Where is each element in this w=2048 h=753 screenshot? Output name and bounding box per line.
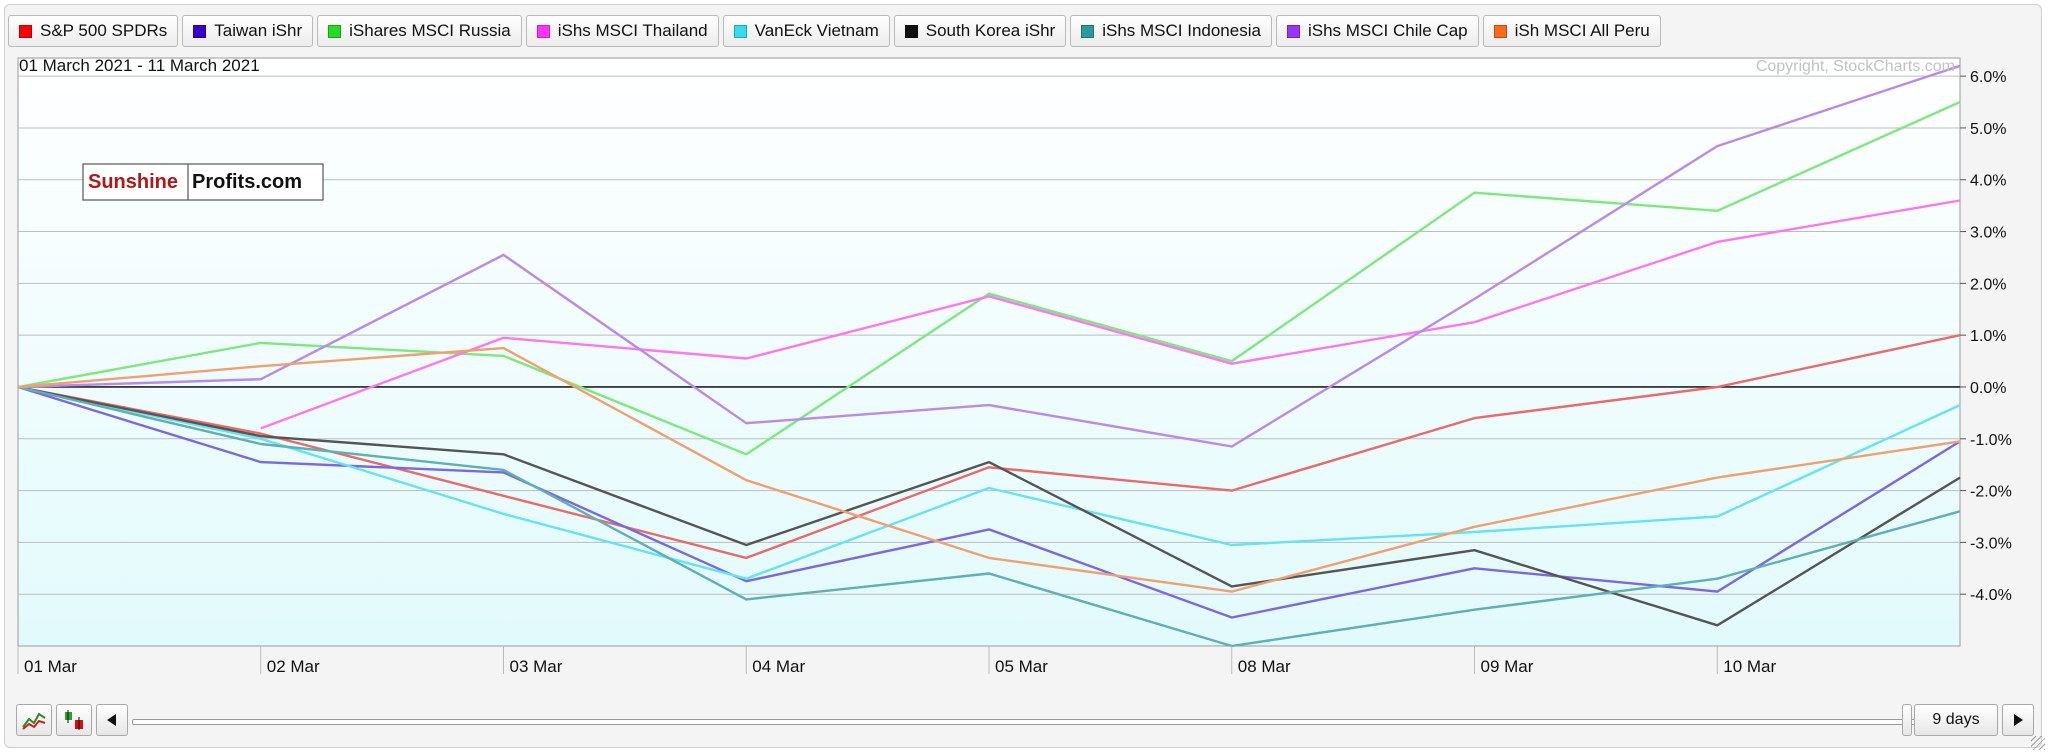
line-chart-icon <box>22 712 46 730</box>
legend-item[interactable]: iShs MSCI Chile Cap <box>1275 15 1479 47</box>
series-line <box>17 100 1961 456</box>
y-tick-label: -3.0% <box>1970 535 2012 552</box>
legend-swatch <box>1493 24 1507 38</box>
legend-item[interactable]: Taiwan iShr <box>182 15 314 47</box>
period-label: 9 days <box>1932 711 1980 728</box>
legend-label: iShs MSCI Thailand <box>557 21 708 40</box>
y-tick-label: 5.0% <box>1970 121 2006 138</box>
legend: S&P 500 SPDRs Taiwan iShr iShares MSCI Rus… <box>8 14 1661 48</box>
watermark-part2: Profits.com <box>192 171 302 193</box>
series-layer <box>17 64 1961 648</box>
legend-label: iShares MSCI Russia <box>349 21 511 40</box>
y-tick-label: -2.0% <box>1970 484 2012 501</box>
y-tick-label: 0.0% <box>1970 380 2006 397</box>
x-tick-layer: 01 Mar 02 Mar 03 Mar 04 Mar 05 Mar 08 Mar 09 M… <box>17 646 1776 676</box>
legend-item[interactable]: South Korea iShr <box>893 15 1067 47</box>
x-tick-label: 09 Mar <box>1481 657 1534 676</box>
legend-label: iShs MSCI Chile Cap <box>1307 21 1468 40</box>
period-scrollbar-thumb[interactable] <box>1902 704 1912 736</box>
date-range-label: 01 March 2021 - 11 March 2021 <box>19 56 260 75</box>
bar-chart-toggle-button[interactable] <box>56 704 92 736</box>
x-tick-label: 01 Mar <box>24 657 77 676</box>
watermark-logo: Sunshine Profits.com <box>82 163 324 201</box>
resize-grip-icon[interactable] <box>2031 736 2045 750</box>
period-scrollbar-track[interactable] <box>132 719 1916 725</box>
grid-layer <box>18 75 1960 595</box>
legend-label: S&P 500 SPDRs <box>40 21 168 40</box>
legend-swatch <box>1081 24 1095 38</box>
x-tick-label: 04 Mar <box>752 657 805 676</box>
legend-swatch <box>904 24 918 38</box>
series-line <box>17 346 1961 593</box>
scroll-left-button[interactable] <box>96 704 128 736</box>
y-tick-label: 4.0% <box>1970 173 2006 190</box>
chart: 6.0% 5.0% 4.0% 3.0% 2.0% 1.0% 0.0% -1.0% -2.0% -3… <box>17 56 2012 676</box>
legend-item[interactable]: iSh MSCI All Peru <box>1482 15 1661 47</box>
legend-item[interactable]: VanEck Vietnam <box>722 15 890 47</box>
period-button[interactable]: 9 days <box>1914 704 1998 736</box>
x-tick-label: 10 Mar <box>1723 657 1776 676</box>
line-chart-toggle-button[interactable] <box>16 704 52 736</box>
legend-swatch <box>328 24 342 38</box>
series-line <box>260 199 1961 430</box>
legend-label: iShs MSCI Indonesia <box>1102 21 1261 40</box>
legend-item[interactable]: iShs MSCI Indonesia <box>1070 15 1272 47</box>
legend-swatch <box>19 24 32 38</box>
series-line <box>17 334 1961 560</box>
x-tick-label: 02 Mar <box>267 657 320 676</box>
y-tick-label: -4.0% <box>1970 587 2012 604</box>
x-tick-label: 03 Mar <box>510 657 563 676</box>
series-line <box>17 385 1961 648</box>
triangle-left-icon <box>107 714 116 726</box>
watermark-part1: Sunshine <box>88 171 178 193</box>
y-tick-label: -1.0% <box>1970 432 2012 449</box>
legend-swatch <box>733 24 747 38</box>
scroll-right-button[interactable] <box>2002 704 2034 736</box>
legend-label: iSh MSCI All Peru <box>1514 21 1650 40</box>
legend-swatch <box>1286 24 1300 38</box>
legend-item[interactable]: iShs MSCI Thailand <box>525 15 719 47</box>
copyright-label: Copyright, StockCharts.com <box>1756 58 1955 75</box>
x-tick-label: 08 Mar <box>1238 657 1291 676</box>
x-tick-label: 05 Mar <box>995 657 1048 676</box>
legend-label: VanEck Vietnam <box>754 21 879 40</box>
legend-label: South Korea iShr <box>925 21 1056 40</box>
y-tick-label: 6.0% <box>1970 69 2006 86</box>
legend-label: Taiwan iShr <box>214 21 303 40</box>
series-line <box>17 64 1961 448</box>
y-tick-layer: 6.0% 5.0% 4.0% 3.0% 2.0% 1.0% 0.0% -1.0% -2.0% -3… <box>1960 69 2012 604</box>
triangle-right-icon <box>2014 714 2023 726</box>
series-line <box>17 385 1961 619</box>
legend-swatch <box>193 24 207 38</box>
bar-chart-icon <box>65 710 83 730</box>
legend-swatch <box>536 24 550 38</box>
legend-item[interactable]: iShares MSCI Russia <box>317 15 522 47</box>
legend-item[interactable]: S&P 500 SPDRs <box>8 15 179 47</box>
series-line <box>17 385 1961 627</box>
y-tick-label: 2.0% <box>1970 276 2006 293</box>
bottom-controls: 9 days <box>16 704 2034 738</box>
y-tick-label: 3.0% <box>1970 225 2006 242</box>
y-tick-label: 1.0% <box>1970 328 2006 345</box>
series-line <box>17 385 1961 580</box>
plot-area <box>17 57 1961 647</box>
